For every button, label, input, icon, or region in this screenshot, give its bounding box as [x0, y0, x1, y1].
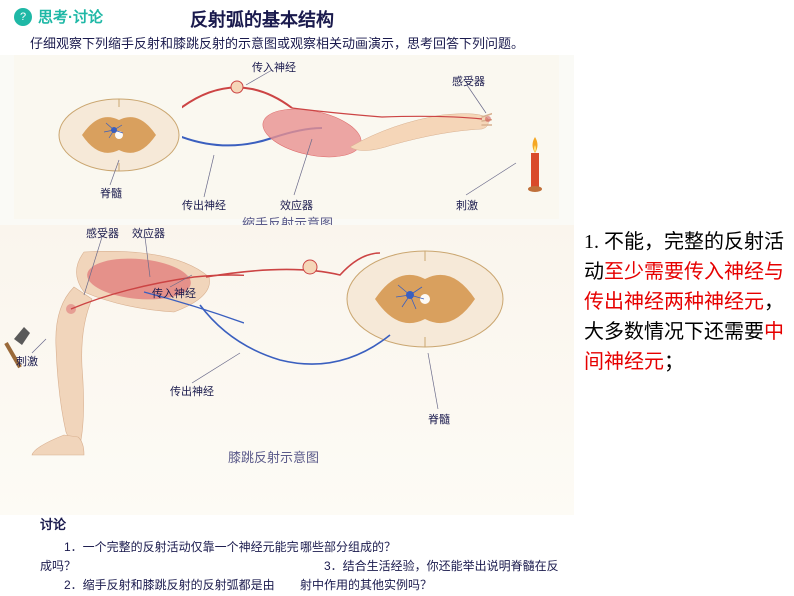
- discussion-left-col: 1．一个完整的反射活动仅靠一个神经元能完成吗？ 2．缩手反射和膝跳反射的反射弧都…: [40, 538, 300, 596]
- lbl-spinal-1: 脊髓: [100, 185, 122, 201]
- q2b: 哪些部分组成的？: [300, 538, 560, 557]
- figure-area: 传入神经 感受器 脊髓 传出神经 效应器 刺激 缩手反射示意图: [0, 55, 574, 515]
- ans-p4: ；: [664, 351, 684, 373]
- discussion-block: 讨论 1．一个完整的反射活动仅靠一个神经元能完成吗？ 2．缩手反射和膝跳反射的反…: [40, 515, 560, 595]
- header-label: 思考·讨论: [38, 6, 103, 27]
- lbl-receptor-1: 感受器: [452, 73, 485, 89]
- figure-withdrawal-reflex: 传入神经 感受器 脊髓 传出神经 效应器 刺激 缩手反射示意图: [14, 55, 559, 219]
- lbl-afferent-2: 传入神经: [152, 285, 196, 301]
- answer-text: 1. 不能，完整的反射活动至少需要传入神经与传出神经两种神经元，大多数情况下还需…: [584, 227, 784, 377]
- q2: 2．缩手反射和膝跳反射的反射弧都是由: [40, 576, 300, 595]
- lbl-efferent-1: 传出神经: [182, 197, 226, 213]
- lbl-spinal-2: 脊髓: [428, 411, 450, 427]
- header: ? 思考·讨论: [14, 6, 103, 27]
- intro-text: 仔细观察下列缩手反射和膝跳反射的示意图或观察相关动画演示，思考回答下列问题。: [30, 33, 524, 52]
- lbl-receptor-2: 感受器: [86, 225, 119, 241]
- candle-icon: [527, 137, 543, 193]
- thinking-icon: ?: [14, 8, 32, 26]
- figure-knee-jerk-reflex: 感受器 效应器 传入神经 刺激 传出神经 脊髓 膝跳反射示意图: [0, 225, 574, 515]
- q3: 3．结合生活经验，你还能举出说明脊髓在反射中作用的其他实例吗？: [300, 557, 560, 595]
- discussion-right-col: 哪些部分组成的？ 3．结合生活经验，你还能举出说明脊髓在反射中作用的其他实例吗？: [300, 538, 560, 596]
- lbl-afferent-1: 传入神经: [252, 59, 296, 75]
- spinal-cord-2: [340, 237, 510, 357]
- leg-illustration: [14, 237, 244, 457]
- lbl-effector-2: 效应器: [132, 225, 165, 241]
- lbl-stimulus-2: 刺激: [16, 353, 38, 369]
- lbl-efferent-2: 传出神经: [170, 383, 214, 399]
- arm-illustration: [182, 73, 492, 203]
- discussion-title: 讨论: [40, 515, 560, 536]
- ans-p1: 至少需要传入神经与传出神经两种神经元: [584, 261, 784, 313]
- spinal-cord-1: [54, 85, 184, 175]
- q1: 1．一个完整的反射活动仅靠一个神经元能完成吗？: [40, 538, 300, 576]
- lbl-effector-1: 效应器: [280, 197, 313, 213]
- lbl-stimulus-1: 刺激: [456, 197, 478, 213]
- caption-2: 膝跳反射示意图: [228, 447, 319, 466]
- page-title: 反射弧的基本结构: [190, 6, 334, 32]
